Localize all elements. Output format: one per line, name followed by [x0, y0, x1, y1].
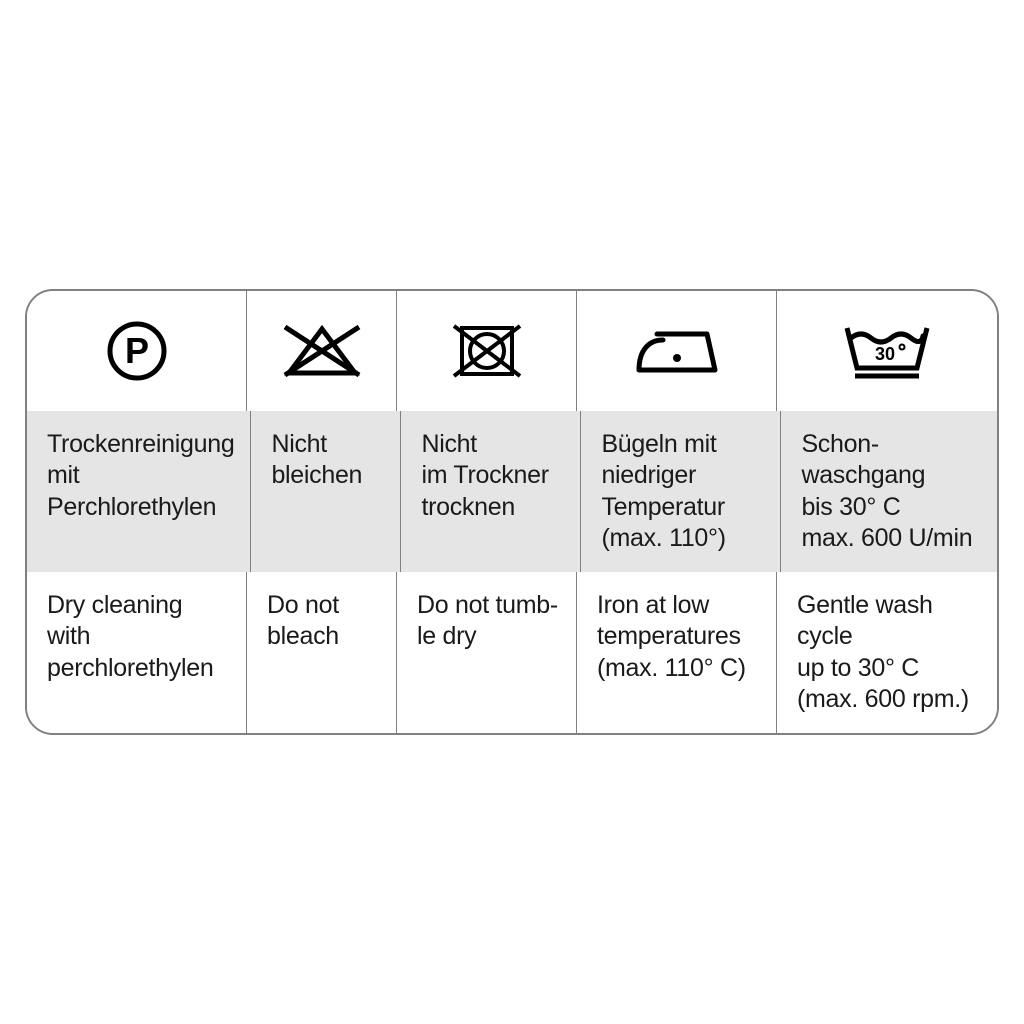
german-cell-0: Trockenreinigung mit Perchlorethylen [27, 411, 251, 572]
german-cell-2: Nicht im Trockner trocknen [401, 411, 581, 572]
german-row: Trockenreinigung mit Perchlorethylen Nic… [27, 411, 997, 572]
icon-cell-iron [577, 291, 777, 411]
wash-30-icon: 30 [841, 320, 933, 382]
english-text-1: Do not bleach [267, 590, 339, 653]
german-text-2: Nicht im Trockner trocknen [421, 429, 548, 523]
svg-text:30: 30 [875, 344, 895, 364]
icon-cell-no-bleach [247, 291, 397, 411]
svg-text:P: P [124, 330, 148, 371]
english-text-4: Gentle wash cycle up to 30° C (max. 600 … [797, 590, 969, 715]
german-cell-3: Bügeln mit niedriger Temperatur (max. 11… [581, 411, 781, 572]
icon-cell-dryclean: P [27, 291, 247, 411]
english-text-2: Do not tumb- le dry [417, 590, 558, 653]
english-cell-4: Gentle wash cycle up to 30° C (max. 600 … [777, 572, 997, 733]
icon-cell-no-tumble [397, 291, 577, 411]
dryclean-p-icon: P [106, 320, 168, 382]
no-tumble-dry-icon [452, 320, 522, 382]
german-text-3: Bügeln mit niedriger Temperatur (max. 11… [601, 429, 725, 554]
icon-row: P [27, 291, 997, 411]
german-text-1: Nicht bleichen [271, 429, 362, 492]
german-cell-4: Schon- waschgang bis 30° C max. 600 U/mi… [781, 411, 997, 572]
iron-low-icon [633, 324, 721, 378]
icon-cell-wash: 30 [777, 291, 997, 411]
english-cell-3: Iron at low temperatures (max. 110° C) [577, 572, 777, 733]
english-text-0: Dry cleaning with perchlorethylen [47, 590, 230, 684]
english-cell-1: Do not bleach [247, 572, 397, 733]
english-row: Dry cleaning with perchlorethylen Do not… [27, 572, 997, 733]
english-cell-2: Do not tumb- le dry [397, 572, 577, 733]
german-text-0: Trockenreinigung mit Perchlorethylen [47, 429, 234, 523]
german-cell-1: Nicht bleichen [251, 411, 401, 572]
english-text-3: Iron at low temperatures (max. 110° C) [597, 590, 746, 684]
german-text-4: Schon- waschgang bis 30° C max. 600 U/mi… [801, 429, 972, 554]
english-cell-0: Dry cleaning with perchlorethylen [27, 572, 247, 733]
care-instructions-card: P [25, 289, 999, 735]
no-bleach-icon [283, 321, 361, 381]
page-wrap: P [0, 0, 1024, 1024]
